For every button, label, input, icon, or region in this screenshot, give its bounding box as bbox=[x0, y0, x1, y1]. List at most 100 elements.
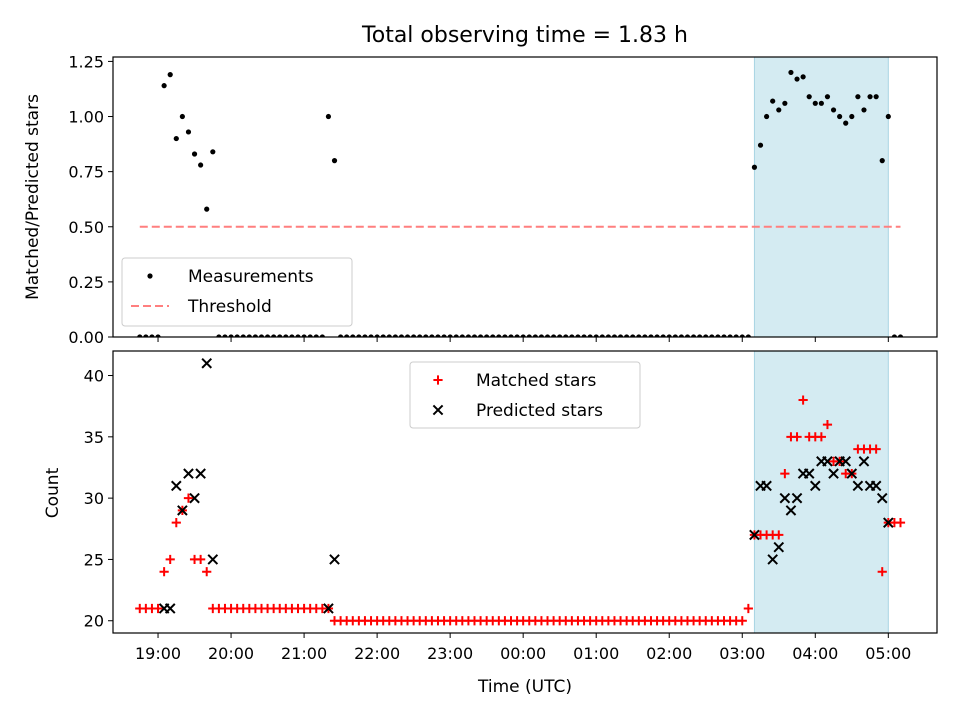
top-ytick-label-2: 0.50 bbox=[68, 218, 104, 237]
top-series0-point-40 bbox=[380, 334, 386, 337]
bottom-xtick-label-7: 02:00 bbox=[646, 644, 692, 663]
bottom-series0-point-125 bbox=[895, 518, 906, 528]
top-series0-point-22 bbox=[271, 334, 277, 337]
top-ytick-label-3: 0.75 bbox=[68, 163, 104, 182]
top-series0-point-31 bbox=[325, 113, 332, 120]
bottom-series1-point-15 bbox=[773, 541, 785, 553]
bottom-highlight-span bbox=[753, 350, 889, 634]
top-series0-point-91 bbox=[690, 334, 697, 337]
top-series0-point-12 bbox=[210, 149, 216, 155]
top-series0-point-62 bbox=[514, 334, 520, 337]
bottom-legend-label-1: Predicted stars bbox=[476, 401, 603, 421]
top-series0-point-50 bbox=[441, 334, 447, 337]
bottom-series0-point-109 bbox=[798, 395, 808, 405]
bottom-series1-point-17 bbox=[785, 505, 797, 516]
top-series0-point-100 bbox=[745, 334, 751, 337]
top-highlight-span bbox=[753, 56, 889, 338]
top-series0-point-122 bbox=[879, 158, 885, 164]
top-series0-point-73 bbox=[581, 334, 587, 337]
bottom-ytick-label-3: 35 bbox=[84, 428, 104, 447]
bottom-series1-point-13 bbox=[761, 480, 772, 492]
bottom-series1-point-32 bbox=[876, 492, 888, 504]
top-series0-point-56 bbox=[477, 334, 484, 337]
bottom-series1-point-31 bbox=[870, 480, 882, 492]
top-series0-point-33 bbox=[338, 334, 344, 337]
top-series0-point-61 bbox=[508, 334, 514, 337]
top-series0-point-74 bbox=[587, 334, 593, 337]
bottom-series1-point-14 bbox=[767, 554, 778, 565]
top-series0-point-37 bbox=[362, 334, 368, 337]
bottom-series1-point-20 bbox=[803, 468, 815, 479]
top-series0-point-48 bbox=[429, 334, 435, 337]
bottom-series0-point-4 bbox=[159, 567, 169, 577]
top-series0-point-86 bbox=[660, 334, 666, 337]
bottom-series0-point-121 bbox=[871, 444, 881, 454]
top-series0-point-118 bbox=[855, 94, 861, 100]
bottom-ytick-label-1: 25 bbox=[84, 550, 104, 569]
top-series0-point-84 bbox=[648, 334, 654, 337]
top-series0-point-102 bbox=[757, 142, 764, 148]
top-series0-point-111 bbox=[812, 100, 818, 106]
top-ytick-label-0: 0.00 bbox=[68, 328, 104, 347]
bottom-series1-point-18 bbox=[791, 492, 803, 504]
top-series0-point-70 bbox=[563, 334, 569, 337]
top-series0-point-117 bbox=[849, 113, 855, 120]
bottom-series1-point-33 bbox=[883, 517, 894, 528]
bottom-xtick-label-9: 04:00 bbox=[792, 644, 838, 663]
top-series0-point-20 bbox=[258, 334, 265, 337]
bottom-series1-point-24 bbox=[828, 468, 839, 479]
top-series0-point-119 bbox=[861, 107, 867, 113]
top-series0-point-105 bbox=[776, 107, 782, 113]
top-ytick-label-5: 1.25 bbox=[68, 52, 104, 71]
top-series0-point-43 bbox=[398, 334, 405, 337]
top-series0-point-52 bbox=[453, 334, 459, 337]
bottom-xtick-label-10: 05:00 bbox=[865, 644, 911, 663]
top-series0-point-42 bbox=[392, 334, 398, 337]
x-axis-label: Time (UTC) bbox=[477, 677, 572, 697]
bottom-series0-point-105 bbox=[774, 530, 784, 540]
top-series0-point-3 bbox=[155, 334, 161, 337]
top-series0-point-88 bbox=[672, 334, 678, 337]
bottom-ytick-label-4: 40 bbox=[84, 367, 104, 386]
top-series0-point-83 bbox=[642, 334, 648, 337]
bottom-series0-point-8 bbox=[183, 493, 194, 503]
top-series0-point-99 bbox=[739, 334, 745, 337]
top-series0-point-94 bbox=[709, 334, 715, 337]
top-series0-point-11 bbox=[204, 206, 210, 212]
bottom-series1-point-5 bbox=[189, 492, 200, 504]
top-series0-point-76 bbox=[599, 334, 605, 337]
top-series0-point-9 bbox=[191, 151, 198, 157]
top-series0-point-2 bbox=[149, 334, 155, 337]
bottom-series0-point-113 bbox=[822, 419, 833, 430]
top-series0-point-60 bbox=[502, 334, 508, 337]
bottom-xtick-label-5: 00:00 bbox=[500, 644, 546, 663]
top-series0-point-109 bbox=[800, 74, 806, 80]
bottom-panel: 20 25 30 35 40 19:00 20:00 21:00 22:00 23:00 00:00… bbox=[84, 350, 938, 663]
top-series0-point-108 bbox=[794, 76, 800, 82]
top-series0-point-113 bbox=[824, 94, 831, 100]
top-series0-point-39 bbox=[374, 334, 380, 337]
top-series0-point-72 bbox=[575, 334, 581, 337]
top-series0-point-16 bbox=[234, 334, 240, 337]
top-series0-point-5 bbox=[167, 72, 173, 78]
bottom-series0-point-112 bbox=[816, 432, 826, 442]
top-series0-point-49 bbox=[435, 334, 441, 337]
top-series0-point-103 bbox=[764, 113, 770, 120]
top-series0-point-46 bbox=[417, 334, 423, 337]
top-series0-point-101 bbox=[751, 164, 758, 170]
top-series0-point-27 bbox=[301, 334, 307, 337]
top-series0-point-14 bbox=[222, 334, 228, 337]
top-series0-point-125 bbox=[897, 334, 904, 337]
bottom-series0-point-99 bbox=[737, 616, 747, 626]
top-series0-point-98 bbox=[733, 334, 739, 337]
top-series0-point-89 bbox=[678, 334, 685, 337]
bottom-series1-point-16 bbox=[779, 492, 791, 504]
bottom-series1-point-7 bbox=[201, 357, 213, 369]
top-series0-point-65 bbox=[532, 334, 538, 337]
top-series0-point-58 bbox=[490, 334, 496, 337]
bottom-series0-point-3 bbox=[153, 603, 163, 614]
bottom-legend-box bbox=[409, 361, 641, 429]
top-series0-point-35 bbox=[350, 334, 356, 337]
top-series0-point-112 bbox=[818, 100, 824, 106]
